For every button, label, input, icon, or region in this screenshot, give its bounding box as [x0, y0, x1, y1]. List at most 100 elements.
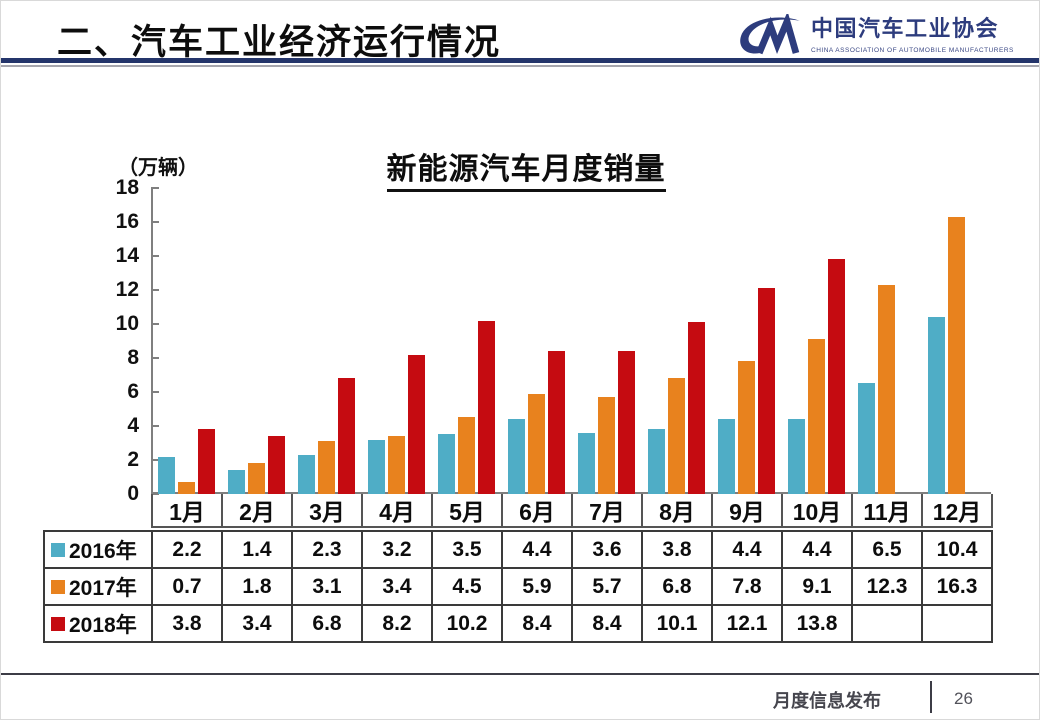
bar-group-11月	[851, 188, 921, 494]
logo-org-name-en: CHINA ASSOCIATION OF AUTOMOBILE MANUFACT…	[811, 47, 1014, 54]
bar-2016年-3月	[297, 455, 315, 494]
bar-group-9月	[711, 188, 781, 494]
table-value-2016年-1月: 2.2	[153, 532, 223, 569]
bar-group-8月	[641, 188, 711, 494]
bar-group-6月	[501, 188, 571, 494]
y-tick-mark	[151, 357, 159, 359]
bar-2016年-4月	[367, 440, 385, 494]
caam-logo-icon	[740, 14, 800, 55]
table-value-2017年-8月: 6.8	[643, 569, 713, 606]
table-value-2018年-10月: 13.8	[783, 606, 853, 643]
bar-2017年-7月	[597, 397, 615, 494]
bar-group-12月	[921, 188, 991, 494]
table-value-2017年-10月: 9.1	[783, 569, 853, 606]
table-value-2017年-2月: 1.8	[223, 569, 293, 606]
y-tick-label: 4	[127, 414, 139, 437]
bar-2017年-9月	[737, 361, 755, 494]
y-tick-mark	[151, 391, 159, 393]
page-title: 二、汽车工业经济运行情况	[57, 23, 502, 62]
bar-2018年-8月	[687, 322, 705, 494]
y-tick-label: 10	[115, 312, 139, 335]
bar-2016年-8月	[647, 429, 665, 494]
table-value-2017年-3月: 3.1	[293, 569, 363, 606]
bar-2018年-6月	[547, 351, 565, 494]
x-axis-label-3月: 3月	[293, 494, 363, 526]
x-axis-label-7月: 7月	[573, 494, 643, 526]
table-value-2018年-3月: 6.8	[293, 606, 363, 643]
table-value-2018年-1月: 3.8	[153, 606, 223, 643]
legend-label: 2016年	[69, 539, 137, 563]
table-value-2018年-12月	[923, 606, 993, 643]
bar-2018年-3月	[337, 378, 355, 494]
bar-2016年-11月	[857, 383, 875, 494]
bar-2018年-5月	[477, 321, 495, 494]
table-value-2016年-6月: 4.4	[503, 532, 573, 569]
y-axis-unit-label: （万辆）	[118, 157, 198, 179]
table-value-2016年-11月: 6.5	[853, 532, 923, 569]
footer-label: 月度信息发布	[773, 691, 881, 711]
x-axis-label-4月: 4月	[363, 494, 433, 526]
table-value-2017年-5月: 4.5	[433, 569, 503, 606]
bar-2016年-7月	[577, 433, 595, 494]
x-axis-label-12月: 12月	[923, 494, 993, 526]
x-axis-label-11月: 11月	[853, 494, 923, 526]
bar-2018年-4月	[407, 355, 425, 494]
table-value-2016年-10月: 4.4	[783, 532, 853, 569]
table-value-2016年-5月: 3.5	[433, 532, 503, 569]
x-axis-label-10月: 10月	[783, 494, 853, 526]
table-value-2018年-7月: 8.4	[573, 606, 643, 643]
table-value-2017年-4月: 3.4	[363, 569, 433, 606]
y-tick-label: 8	[127, 346, 139, 369]
bar-2017年-12月	[947, 217, 965, 494]
legend-swatch-2016年	[51, 542, 65, 557]
table-value-2018年-11月	[853, 606, 923, 643]
bar-2016年-9月	[717, 419, 735, 494]
table-value-2016年-12月: 10.4	[923, 532, 993, 569]
x-axis-label-8月: 8月	[643, 494, 713, 526]
bar-2017年-6月	[527, 394, 545, 494]
x-axis-label-9月: 9月	[713, 494, 783, 526]
table-value-2016年-8月: 3.8	[643, 532, 713, 569]
legend-swatch-2017年	[51, 579, 65, 594]
table-value-2016年-4月: 3.2	[363, 532, 433, 569]
footer-separator	[930, 681, 932, 713]
x-axis-label-6月: 6月	[503, 494, 573, 526]
table-value-2017年-7月: 5.7	[573, 569, 643, 606]
bar-group-10月	[781, 188, 851, 494]
bar-2018年-2月	[267, 436, 285, 494]
y-tick-label: 0	[127, 482, 139, 505]
data-table: 2016年 2.2 1.4 2.3 3.2 3.5 4.4 3.6 3.8 4.4 4.4 6.5 10…	[43, 530, 993, 643]
table-value-2018年-8月: 10.1	[643, 606, 713, 643]
bar-group-5月	[431, 188, 501, 494]
y-tick-mark	[151, 221, 159, 223]
bar-2017年-8月	[667, 378, 685, 494]
y-tick-mark	[151, 323, 159, 325]
footer-divider	[1, 673, 1039, 675]
x-axis-label-1月: 1月	[153, 494, 223, 526]
bar-2017年-11月	[877, 285, 895, 494]
table-legend-2016年: 2016年	[45, 532, 153, 569]
y-tick-mark	[151, 255, 159, 257]
table-value-2017年-6月: 5.9	[503, 569, 573, 606]
bar-2016年-6月	[507, 419, 525, 494]
organization-logo: 中国汽车工业协会 CHINA ASSOCIATION OF AUTOMOBILE…	[732, 11, 1014, 59]
x-axis-category-row: 1月 2月 3月 4月 5月 6月 7月 8月 9月 10月 11月 12月	[151, 494, 993, 528]
bar-2016年-12月	[927, 317, 945, 494]
table-value-2016年-7月: 3.6	[573, 532, 643, 569]
page-number: 26	[954, 689, 973, 708]
y-tick-label: 14	[115, 244, 139, 267]
table-value-2018年-6月: 8.4	[503, 606, 573, 643]
bar-group-4月	[361, 188, 431, 494]
y-tick-label: 12	[115, 278, 139, 301]
table-value-2017年-1月: 0.7	[153, 569, 223, 606]
table-value-2016年-3月: 2.3	[293, 532, 363, 569]
logo-org-name-cn: 中国汽车工业协会	[811, 16, 1000, 41]
bar-group-2月	[221, 188, 291, 494]
y-tick-label: 2	[127, 448, 139, 471]
bar-2018年-10月	[827, 259, 845, 494]
bar-group-7月	[571, 188, 641, 494]
bar-2016年-5月	[437, 434, 455, 494]
table-value-2018年-4月: 8.2	[363, 606, 433, 643]
bar-groups	[151, 188, 991, 494]
